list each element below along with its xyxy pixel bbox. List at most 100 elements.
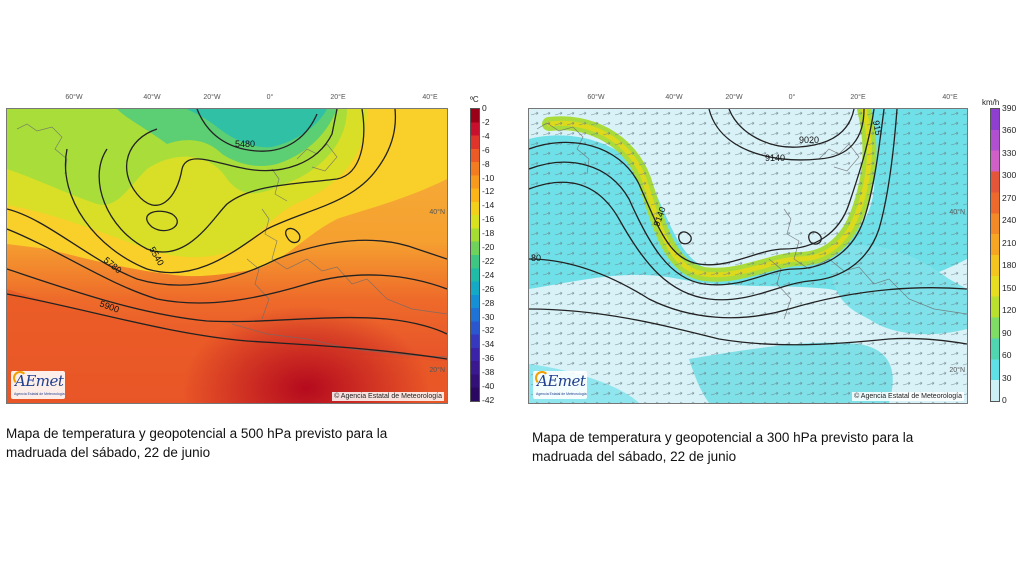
wind-map-canvas: 9020 9140 9140 80 915: [529, 109, 967, 403]
contour-line: [529, 258, 967, 319]
contour-label: 80: [531, 253, 541, 263]
colorbar-tick-label: -28: [482, 297, 495, 308]
temperature-map-canvas: 5480 5540 5780 5900: [7, 109, 447, 403]
contour-line: [529, 308, 967, 346]
contour-line: [98, 109, 365, 253]
lon-label: 20°E: [850, 94, 866, 101]
geopotential-contours: [7, 109, 447, 360]
lon-label: 20°W: [203, 94, 221, 101]
colorbar-tick-label: -34: [482, 339, 495, 350]
logo-subtitle: Agencia Estatal de Meteorología: [14, 392, 65, 396]
lon-label: 20°E: [330, 94, 346, 101]
lat-label: 20°N: [429, 367, 445, 374]
colorbar-tick-label: -26: [482, 283, 495, 294]
colorbar-tick-label: -6: [482, 144, 490, 155]
contour-label: 5480: [235, 139, 255, 149]
colorbar-tick-label: -8: [482, 158, 490, 169]
temperature-map: 5480 5540 5780 5900 40°N 20°N AEmet Agen…: [6, 108, 448, 404]
colorbar-tick-label: 300: [1002, 170, 1017, 181]
coastlines: [536, 122, 967, 320]
coastlines: [16, 123, 447, 358]
colorbar-unit: km/h: [982, 98, 1000, 107]
contour-line: [7, 228, 447, 304]
contour-line: [126, 109, 338, 206]
wind-300hpa-panel: 60°W 40°W 20°W 0° 20°E 40°E: [528, 94, 1018, 406]
aemet-logo: AEmet Agencia Estatal de Meteorología: [533, 371, 587, 399]
colorbar-tick-label: 0: [1002, 395, 1007, 405]
colorbar-tick-label: -22: [482, 255, 495, 266]
wind-map: 9020 9140 9140 80 915 40°N 20°N AEmet Ag…: [528, 108, 968, 404]
colorbar-tick-label: -4: [482, 130, 490, 141]
lat-label: 40°N: [949, 209, 965, 216]
colorbar-tick-label: -16: [482, 214, 495, 225]
colorbar-tick-label: -2: [482, 116, 490, 127]
aemet-logo: AEmet Agencia Estatal de Meteorología: [11, 371, 65, 399]
contour-line: [64, 109, 397, 274]
colorbar-tick-label: 360: [1002, 125, 1017, 136]
caption-left: Mapa de temperatura y geopotencial a 500…: [6, 426, 388, 460]
lon-label: 40°E: [422, 94, 438, 101]
lon-label: 0°: [788, 94, 796, 101]
colorbar-tick-label: 210: [1002, 237, 1017, 248]
contour-line: [285, 227, 301, 244]
colorbar-tick-label: -14: [482, 200, 495, 211]
colorbar-tick-label: -10: [482, 172, 495, 183]
copyright-notice: © Agencia Estatal de Meteorología: [852, 392, 964, 401]
lon-label: 40°E: [942, 94, 958, 101]
colorbar-tick-label: 90: [1002, 327, 1012, 338]
lon-label: 60°W: [587, 94, 605, 101]
colorbar-tick-label: -38: [482, 367, 495, 378]
copyright-notice: © Agencia Estatal de Meteorología: [332, 392, 444, 401]
colorbar-tick-label: -36: [482, 353, 495, 364]
wind-speed-colorbar: [990, 108, 1000, 402]
geopotential-contours: [529, 109, 967, 346]
colorbar-tick-label: -32: [482, 325, 495, 336]
contour-line: [728, 109, 855, 148]
contour-line: [146, 210, 178, 232]
colorbar-tick-label: -30: [482, 311, 495, 322]
contour-line: [529, 109, 875, 266]
contour-label: 9020: [799, 135, 819, 145]
colorbar-tick-label: -42: [482, 395, 495, 405]
logo-text: AEmet: [15, 372, 64, 390]
colorbar-tick-label: 60: [1002, 350, 1012, 361]
sun-icon: [535, 371, 549, 385]
colorbar-unit: ºC: [470, 95, 479, 104]
lon-label: 40°W: [665, 94, 683, 101]
contour-line: [7, 293, 447, 360]
colorbar-tick-label: 30: [1002, 372, 1012, 383]
contour-line: [196, 109, 318, 152]
temperature-500hpa-panel: 60°W 40°W 20°W 0° 20°E 40°E: [6, 94, 495, 406]
caption-right: Mapa de temperatura y geopotencial a 300…: [532, 430, 914, 464]
colorbar-tick-label: 270: [1002, 192, 1017, 203]
colorbar-tick-label: -20: [482, 242, 495, 253]
colorbar-tick-label: 120: [1002, 305, 1017, 316]
contour-line: [7, 208, 447, 286]
contour-line: [529, 109, 885, 286]
lon-label: 40°W: [143, 94, 161, 101]
lat-label: 20°N: [949, 367, 965, 374]
contour-label: 9140: [765, 153, 785, 163]
sun-icon: [13, 371, 27, 385]
lat-label: 40°N: [429, 209, 445, 216]
contour-line: [678, 231, 692, 245]
contour-line: [7, 268, 447, 335]
colorbar-tick-label: -40: [482, 381, 495, 392]
colorbar-tick-label: 150: [1002, 282, 1017, 293]
contour-line: [529, 109, 898, 301]
contour-label: 915: [871, 120, 883, 137]
lon-label: 0°: [266, 94, 274, 101]
colorbar-tick-label: 330: [1002, 147, 1017, 158]
wind-vectors: [529, 109, 967, 403]
colorbar-tick-label: -12: [482, 186, 495, 197]
colorbar-tick-label: -18: [482, 228, 495, 239]
lon-label: 60°W: [65, 94, 83, 101]
logo-subtitle: Agencia Estatal de Meteorología: [536, 392, 587, 396]
temperature-colorbar: [470, 108, 480, 402]
logo-text: AEmet: [537, 372, 586, 390]
contour-line: [708, 109, 865, 161]
colorbar-tick-label: -24: [482, 269, 495, 280]
colorbar-tick-label: 180: [1002, 260, 1017, 271]
colorbar-tick-label: 0: [482, 103, 487, 113]
lon-label: 20°W: [725, 94, 743, 101]
